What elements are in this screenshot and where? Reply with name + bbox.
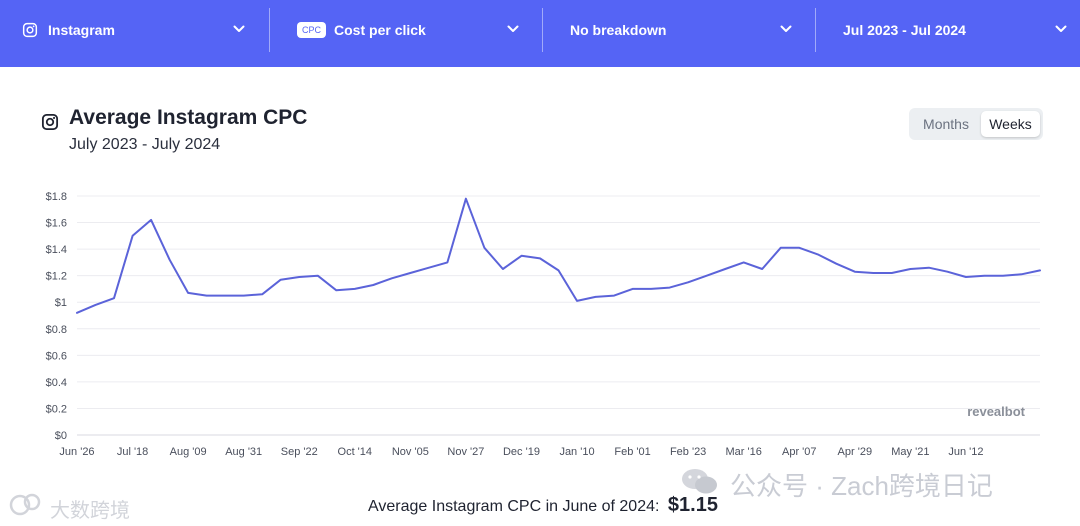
x-tick-label: May '21 [891, 446, 929, 458]
x-tick-label: Aug '09 [170, 446, 207, 458]
x-tick-label: Aug '31 [225, 446, 262, 458]
summary-line: Average Instagram CPC in June of 2024: $… [368, 494, 718, 517]
brand-logo-icon [9, 493, 41, 516]
x-tick-label: Mar '16 [726, 446, 762, 458]
metric-dropdown[interactable]: CPC Cost per click [270, 0, 542, 60]
x-tick-label: Feb '23 [670, 446, 706, 458]
instagram-icon [22, 22, 38, 38]
breakdown-label: No breakdown [570, 22, 667, 38]
chevron-down-icon [779, 22, 793, 36]
y-tick-label: $0.4 [46, 377, 67, 389]
y-tick-label: $0 [55, 430, 67, 442]
revealbot-watermark: revealbot [967, 404, 1025, 419]
summary-value: $1.15 [667, 494, 718, 516]
wechat-icon [682, 469, 717, 494]
x-tick-label: Apr '07 [782, 446, 817, 458]
date-range-label: Jul 2023 - Jul 2024 [843, 22, 966, 38]
breakdown-dropdown[interactable]: No breakdown [543, 0, 815, 60]
x-tick-label: Jan '10 [559, 446, 594, 458]
metric-badge: CPC [297, 22, 327, 38]
filter-bar: Instagram CPC Cost per click No breakdow… [0, 0, 1080, 67]
y-tick-label: $1.8 [46, 191, 67, 203]
date-range-dropdown[interactable]: Jul 2023 - Jul 2024 [816, 0, 1080, 60]
platform-label: Instagram [48, 22, 115, 38]
chart-subtitle: July 2023 - July 2024 [69, 136, 221, 153]
y-tick-label: $0.2 [46, 403, 67, 415]
brand-watermark: 大数跨境 [50, 500, 130, 522]
divider [815, 8, 816, 52]
x-tick-label: Feb '01 [614, 446, 650, 458]
x-tick-label: Dec '19 [503, 446, 540, 458]
chevron-down-icon [1054, 22, 1068, 36]
x-tick-label: Jun '26 [59, 446, 94, 458]
y-tick-label: $1.4 [46, 244, 67, 256]
metric-label: Cost per click [334, 22, 426, 38]
x-tick-label: Sep '22 [281, 446, 318, 458]
cpc-series-line [76, 197, 1041, 314]
x-tick-label: Nov '05 [392, 446, 429, 458]
x-tick-label: Apr '29 [838, 446, 873, 458]
x-tick-label: Jul '18 [117, 446, 148, 458]
x-tick-label: Nov '27 [447, 446, 484, 458]
granularity-toggle: Months Weeks [909, 108, 1043, 140]
x-tick-label: Jun '12 [948, 446, 983, 458]
instagram-icon [41, 113, 59, 131]
y-tick-label: $1 [55, 297, 67, 309]
chevron-down-icon [506, 22, 520, 36]
x-tick-label: Oct '14 [338, 446, 373, 458]
divider [542, 8, 543, 52]
months-toggle-button[interactable]: Months [923, 116, 969, 132]
summary-text: Average Instagram CPC in June of 2024: [368, 498, 660, 515]
cpc-line-chart: $0 $0.2 $0.4 $0.6 $0.8 $1 $1.2 $1.4 $1.6 $1.8 Jun … [46, 191, 1041, 458]
chevron-down-icon [232, 22, 246, 36]
y-tick-label: $1.6 [46, 218, 67, 230]
platform-dropdown[interactable]: Instagram [0, 0, 268, 60]
divider [269, 8, 270, 52]
y-tick-label: $1.2 [46, 271, 67, 283]
y-tick-label: $0.6 [46, 350, 67, 362]
weeks-toggle-button[interactable]: Weeks [981, 111, 1040, 137]
chart-title: Average Instagram CPC [69, 106, 308, 129]
wechat-watermark: 公众号 · Zach跨境日记 [730, 471, 993, 501]
y-tick-label: $0.8 [46, 324, 67, 336]
